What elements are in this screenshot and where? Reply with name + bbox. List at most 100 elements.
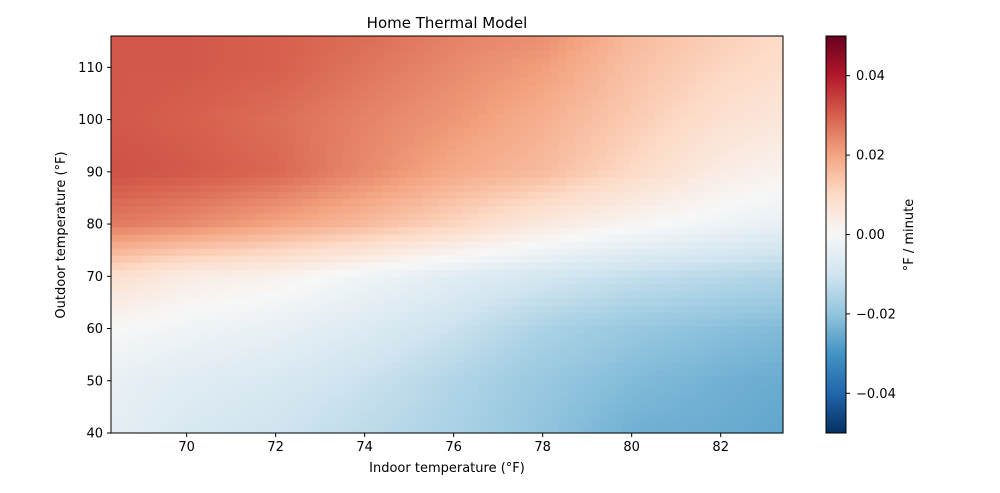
- heatmap-cell: [687, 64, 696, 73]
- heatmap-cell: [399, 262, 408, 271]
- heatmap-cell: [295, 425, 304, 434]
- heatmap-cell: [767, 312, 776, 321]
- heatmap-cell: [767, 191, 776, 200]
- heatmap-cell: [767, 291, 776, 299]
- heatmap-cell: [343, 50, 352, 58]
- heatmap-cell: [223, 241, 232, 250]
- heatmap-cell: [255, 206, 264, 214]
- heatmap-cell: [719, 383, 728, 392]
- heatmap-cell: [191, 57, 200, 65]
- heatmap-cell: [455, 199, 464, 207]
- heatmap-cell: [143, 92, 152, 101]
- heatmap-cell: [239, 206, 248, 214]
- heatmap-cell: [551, 397, 560, 406]
- heatmap-cell: [607, 355, 616, 363]
- heatmap-cell: [479, 383, 488, 392]
- heatmap-cell: [431, 206, 440, 214]
- heatmap-cell: [671, 78, 680, 87]
- heatmap-cell: [575, 99, 584, 108]
- heatmap-cell: [623, 99, 632, 108]
- heatmap-cell: [399, 199, 408, 207]
- heatmap-cell: [703, 319, 712, 328]
- heatmap-cell: [279, 262, 288, 271]
- heatmap-cell: [503, 347, 512, 356]
- heatmap-cell: [287, 362, 296, 370]
- heatmap-cell: [511, 355, 520, 363]
- heatmap-cell: [487, 355, 496, 363]
- heatmap-cell: [199, 284, 208, 292]
- heatmap-cell: [567, 149, 576, 158]
- heatmap-cell: [751, 199, 760, 207]
- heatmap-cell: [767, 269, 776, 278]
- heatmap-cell: [775, 397, 784, 406]
- heatmap-cell: [647, 206, 656, 214]
- heatmap-cell: [679, 99, 688, 108]
- heatmap-cell: [543, 36, 552, 44]
- heatmap-cell: [647, 220, 656, 229]
- heatmap-cell: [471, 99, 480, 108]
- heatmap-cell: [167, 305, 176, 314]
- heatmap-cell: [175, 291, 184, 299]
- heatmap-cell: [639, 262, 648, 271]
- heatmap-cell: [343, 355, 352, 363]
- heatmap-cell: [383, 277, 392, 285]
- heatmap-cell: [575, 369, 584, 377]
- heatmap-cell: [191, 326, 200, 335]
- heatmap-cell: [111, 170, 120, 179]
- heatmap-cell: [183, 241, 192, 250]
- heatmap-cell: [327, 213, 336, 221]
- heatmap-cell: [175, 121, 184, 129]
- heatmap-cell: [759, 57, 768, 65]
- heatmap-cell: [271, 191, 280, 200]
- heatmap-cell: [743, 241, 752, 250]
- heatmap-cell: [775, 340, 784, 349]
- heatmap-cell: [319, 170, 328, 179]
- heatmap-cell: [159, 298, 168, 306]
- heatmap-cell: [775, 106, 784, 115]
- heatmap-cell: [431, 347, 440, 356]
- heatmap-cell: [311, 199, 320, 207]
- heatmap-cell: [535, 170, 544, 179]
- heatmap-cell: [639, 191, 648, 200]
- heatmap-cell: [687, 191, 696, 200]
- heatmap-cell: [287, 85, 296, 94]
- heatmap-cell: [431, 85, 440, 94]
- heatmap-cell: [479, 298, 488, 306]
- heatmap-cell: [183, 227, 192, 236]
- heatmap-cell: [311, 312, 320, 321]
- heatmap-cell: [615, 362, 624, 370]
- heatmap-cell: [431, 284, 440, 292]
- heatmap-cell: [431, 383, 440, 392]
- heatmap-cell: [295, 355, 304, 363]
- heatmap-cell: [727, 326, 736, 335]
- heatmap-cell: [759, 284, 768, 292]
- heatmap-cell: [215, 121, 224, 129]
- heatmap-cell: [455, 213, 464, 221]
- heatmap-cell: [727, 149, 736, 158]
- heatmap-cell: [511, 312, 520, 321]
- heatmap-cell: [375, 191, 384, 200]
- heatmap-cell: [167, 163, 176, 172]
- heatmap-cell: [399, 390, 408, 399]
- heatmap-cell: [551, 326, 560, 335]
- heatmap-cell: [559, 50, 568, 58]
- heatmap-cell: [295, 99, 304, 108]
- heatmap-cell: [431, 220, 440, 229]
- heatmap-cell: [367, 128, 376, 136]
- heatmap-cell: [263, 411, 272, 420]
- heatmap-cell: [359, 362, 368, 370]
- heatmap-cell: [319, 411, 328, 420]
- heatmap-cell: [239, 85, 248, 94]
- heatmap-cell: [447, 262, 456, 271]
- heatmap-cell: [399, 92, 408, 101]
- heatmap-cell: [287, 383, 296, 392]
- heatmap-cell: [255, 64, 264, 73]
- heatmap-cell: [447, 36, 456, 44]
- heatmap-cell: [551, 376, 560, 384]
- heatmap-cell: [599, 135, 608, 143]
- heatmap-cell: [407, 248, 416, 257]
- heatmap-cell: [479, 241, 488, 250]
- heatmap-cell: [143, 177, 152, 186]
- heatmap-cell: [255, 305, 264, 314]
- heatmap-cell: [519, 234, 528, 243]
